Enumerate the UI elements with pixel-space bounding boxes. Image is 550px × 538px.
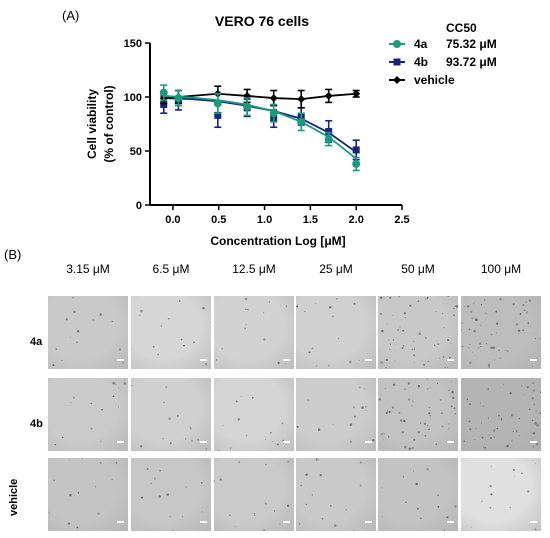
legend-label-4b: 4b: [414, 55, 428, 69]
fit-line-4a: [163, 95, 357, 160]
data-point-vehicle: [297, 95, 306, 104]
x-tick-label: 0.0: [165, 214, 180, 226]
concentration-column-label: 3.15 μM: [66, 262, 110, 276]
micrograph-vehicle-2: [214, 458, 294, 531]
data-point-4a: [269, 109, 278, 118]
data-point-4b: [214, 111, 222, 119]
micrograph-4a-1: [131, 296, 211, 369]
micrograph-4b-4: [378, 378, 458, 451]
concentration-column-label: 12.5 μM: [232, 262, 276, 276]
series-4b: [160, 89, 360, 161]
legend: CC50 4a 75.32 μM 4b 93.72 μM vehicle: [389, 21, 497, 87]
concentration-column-label: 25 μM: [319, 262, 353, 276]
micrograph-4a-2: [214, 296, 294, 369]
micrograph-vehicle-5: [461, 458, 541, 531]
data-point-4a: [352, 159, 361, 168]
series-4a: [159, 84, 361, 172]
data-point-4a: [159, 88, 168, 97]
data-point-4b: [352, 146, 360, 154]
scale-bar: [117, 441, 124, 443]
x-axis-title: Concentration Log [μM]: [210, 234, 345, 248]
scale-bar: [200, 359, 207, 361]
scale-bar: [365, 441, 372, 443]
y-tick-label: 100: [124, 92, 142, 104]
micrograph-vehicle-1: [131, 458, 211, 531]
micrograph-4a-4: [378, 296, 458, 369]
data-point-4b: [325, 128, 333, 136]
y-tick-label: 50: [130, 146, 142, 158]
scale-bar: [530, 359, 537, 361]
chart-title: VERO 76 cells: [215, 13, 309, 29]
legend-cc50-4b: 93.72 μM: [446, 55, 497, 69]
concentration-column-label: 50 μM: [401, 262, 435, 276]
x-axis-ticks: 0.0 0.5 1.0 1.5 2.0 2.5: [165, 205, 410, 226]
legend-label-4a: 4a: [414, 37, 428, 51]
micrograph-4a-0: [48, 296, 128, 369]
data-point-4a: [393, 40, 401, 48]
scale-bar: [283, 441, 290, 443]
micrograph-4a-3: [296, 296, 376, 369]
legend-header: CC50: [446, 21, 477, 35]
scale-bar: [530, 521, 537, 523]
data-point-4a: [324, 135, 333, 144]
scale-bar: [365, 521, 372, 523]
series-layer: [159, 84, 361, 172]
micrograph-vehicle-3: [296, 458, 376, 531]
data-point-vehicle: [352, 89, 361, 98]
y-axis-title-line2: (% of control): [102, 85, 116, 162]
micrograph-4b-2: [214, 378, 294, 451]
scale-bar: [200, 521, 207, 523]
x-tick-label: 0.5: [211, 214, 226, 226]
legend-cc50-4a: 75.32 μM: [446, 37, 497, 51]
y-axis-title-line1: Cell viability: [85, 89, 99, 159]
scale-bar: [283, 359, 290, 361]
micrograph-4a-5: [461, 296, 541, 369]
row-label-4a: 4a: [30, 336, 43, 348]
scale-bar: [447, 521, 454, 523]
scale-bar: [117, 359, 124, 361]
data-point-4b: [393, 58, 401, 66]
micrograph-4b-1: [131, 378, 211, 451]
x-tick-label: 2.0: [349, 214, 364, 226]
data-point-4a: [174, 94, 183, 103]
row-label-vehicle: vehicle: [8, 478, 20, 516]
legend-label-vehicle: vehicle: [414, 73, 455, 87]
data-point-4b: [160, 101, 168, 109]
viability-chart: VERO 76 cells 0.0 0.5 1.0 1.5 2.0 2.5 0 50 100 1…: [85, 13, 497, 248]
x-tick-label: 2.5: [394, 214, 409, 226]
y-tick-label: 0: [136, 200, 142, 212]
data-point-vehicle: [324, 91, 333, 100]
data-point-4a: [297, 117, 306, 126]
scale-bar: [447, 359, 454, 361]
y-axis-ticks: 0 50 100 150: [124, 38, 150, 212]
scale-bar: [447, 441, 454, 443]
micrograph-4b-3: [296, 378, 376, 451]
micrograph-4b-0: [48, 378, 128, 451]
y-tick-label: 150: [124, 38, 142, 50]
fit-line-4b: [163, 97, 357, 153]
scale-bar: [365, 359, 372, 361]
scale-bar: [200, 441, 207, 443]
panel-a-label: (A): [62, 8, 80, 23]
micrograph-vehicle-4: [378, 458, 458, 531]
row-label-4b: 4b: [30, 418, 43, 430]
data-point-vehicle: [393, 76, 401, 84]
micrograph-vehicle-0: [48, 458, 128, 531]
scale-bar: [530, 441, 537, 443]
x-tick-label: 1.5: [303, 214, 318, 226]
data-point-4a: [213, 99, 222, 108]
panel-b-label: (B): [4, 247, 22, 262]
data-point-vehicle: [269, 94, 278, 103]
concentration-column-label: 6.5 μM: [152, 262, 190, 276]
x-tick-label: 1.0: [257, 214, 272, 226]
concentration-column-label: 100 μM: [480, 262, 522, 276]
scale-bar: [283, 521, 290, 523]
chart-axes: [149, 43, 402, 206]
micrograph-4b-5: [461, 378, 541, 451]
data-point-4a: [243, 102, 252, 111]
scale-bar: [117, 521, 124, 523]
